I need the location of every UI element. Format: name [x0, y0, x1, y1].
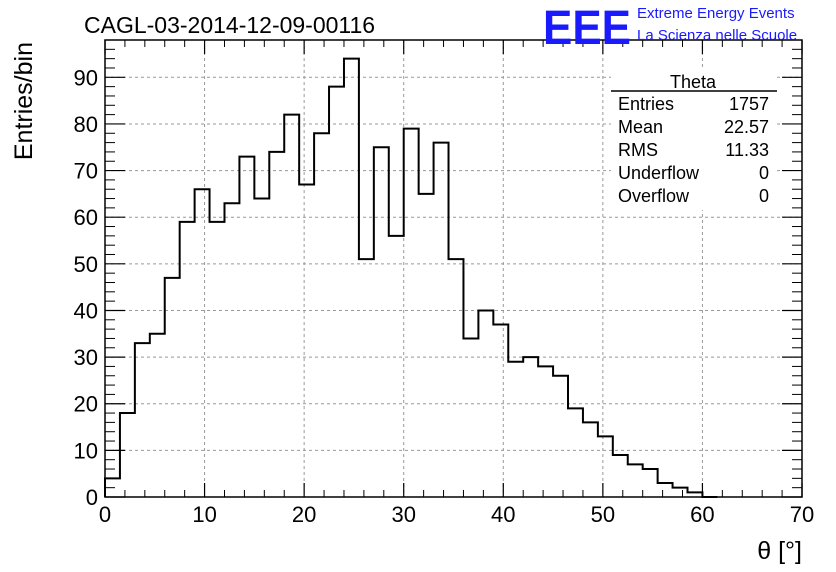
- histogram-bin: [613, 455, 628, 497]
- histogram-bin: [419, 194, 434, 497]
- histogram-bin: [195, 189, 210, 497]
- y-tick-label: 40: [74, 298, 98, 323]
- histogram-bin: [150, 334, 165, 497]
- stats-box-background: [611, 70, 777, 210]
- y-tick-labels: 0 10 20 30 40 50 60 70 80 90: [74, 65, 98, 510]
- histogram-bin: [165, 278, 180, 497]
- stats-row-label: Overflow: [618, 186, 690, 206]
- y-axis-label: Entries/bin: [10, 42, 38, 160]
- histogram-bin: [180, 222, 195, 497]
- histogram-bin: [254, 199, 269, 497]
- plot-frame: [104, 39, 803, 498]
- stats-row-value: 0: [759, 163, 769, 183]
- histogram-bin: [643, 469, 658, 497]
- x-tick-label: 0: [99, 502, 111, 527]
- histogram-bin: [658, 483, 673, 497]
- y-tick-label: 30: [74, 345, 98, 370]
- stats-box-rows: Entries 1757 Mean 22.57 RMS 11.33 Underflow 0 Ov…: [618, 94, 769, 206]
- logo-mark: EEE: [543, 2, 631, 55]
- histogram-bin: [478, 310, 493, 497]
- y-tick-label: 10: [74, 438, 98, 463]
- x-tick-label: 70: [790, 502, 814, 527]
- x-tick-labels: 0 10 20 30 40 50 60 70: [99, 502, 814, 527]
- grid: [105, 40, 802, 497]
- x-tick-label: 60: [690, 502, 714, 527]
- histogram-bin: [598, 436, 613, 497]
- x-tick-label: 30: [391, 502, 415, 527]
- histogram-bin: [404, 129, 419, 497]
- histogram-bin: [508, 362, 523, 497]
- histogram-bin: [120, 413, 135, 497]
- logo-line-1: Extreme Energy Events: [637, 5, 795, 22]
- histogram-bin: [463, 338, 478, 497]
- y-tick-label: 20: [74, 392, 98, 417]
- stats-box-title: Theta: [670, 72, 717, 92]
- logo-line-2: La Scienza nelle Scuole: [637, 27, 797, 44]
- stats-row-label: RMS: [618, 140, 658, 160]
- histogram-bin: [449, 259, 464, 497]
- histogram-outline: [104, 57, 718, 498]
- histogram-bin: [299, 185, 314, 497]
- histogram-bin: [673, 488, 688, 497]
- histogram-bin: [523, 357, 538, 497]
- y-tick-label: 60: [74, 205, 98, 230]
- y-tick-label: 70: [74, 159, 98, 184]
- histogram-bin: [210, 222, 225, 497]
- stats-row-value: 1757: [729, 94, 769, 114]
- histogram-bin: [359, 259, 374, 497]
- stats-row-value: 22.57: [724, 117, 769, 137]
- histogram-bin: [239, 157, 254, 497]
- x-tick-label: 50: [591, 502, 615, 527]
- stats-row-label: Entries: [618, 94, 674, 114]
- histogram-bin: [493, 324, 508, 497]
- y-tick-label: 50: [74, 252, 98, 277]
- histogram-series: [104, 57, 718, 498]
- histogram-bin: [553, 376, 568, 497]
- stats-row-value: 11.33: [725, 140, 769, 160]
- stats-row-label: Mean: [618, 117, 663, 137]
- histogram-bin: [628, 464, 643, 497]
- y-tick-label: 80: [74, 112, 98, 137]
- axis-ticks: [104, 39, 803, 498]
- histogram-bin: [314, 133, 329, 497]
- histogram-bin: [224, 203, 239, 497]
- histogram-bin: [135, 343, 150, 497]
- histogram-bin: [269, 152, 284, 497]
- x-axis-label: θ [°]: [757, 537, 802, 565]
- histogram-bin: [374, 147, 389, 497]
- histogram-bin: [583, 422, 598, 497]
- x-tick-label: 20: [292, 502, 316, 527]
- histogram-bin: [568, 408, 583, 497]
- x-tick-label: 40: [491, 502, 515, 527]
- histogram-bin: [538, 366, 553, 497]
- histogram-bin: [344, 59, 359, 497]
- histogram-bin: [434, 143, 449, 497]
- histogram-bin: [284, 115, 299, 497]
- stats-row-value: 0: [759, 186, 769, 206]
- histogram-bin: [389, 236, 404, 497]
- eee-logo: EEE Extreme Energy Events La Scienza nel…: [543, 2, 797, 55]
- stats-row-label: Underflow: [618, 163, 700, 183]
- x-tick-label: 10: [192, 502, 216, 527]
- histogram-bin: [329, 87, 344, 497]
- y-tick-label: 0: [86, 485, 98, 510]
- stats-box: Theta Entries 1757 Mean 22.57 RMS 11.33 Underf…: [611, 70, 777, 210]
- chart-title: CAGL-03-2014-12-09-00116: [84, 12, 375, 38]
- y-tick-label: 90: [74, 65, 98, 90]
